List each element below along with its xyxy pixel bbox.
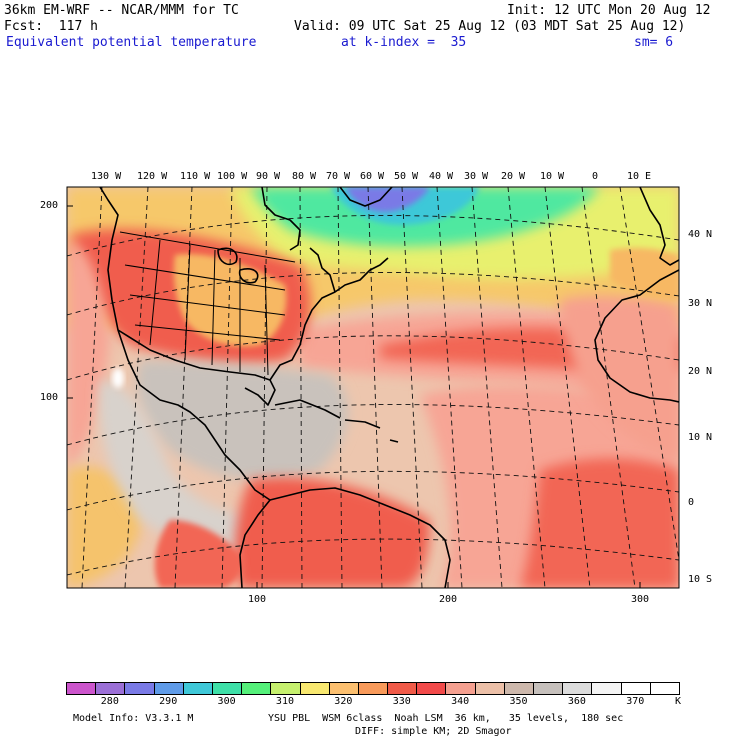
smoothing-value: sm= 6 [634, 35, 674, 50]
colorbar-swatch [474, 682, 504, 695]
grid-x-label: 100 [248, 594, 267, 605]
init-time: Init: 12 UTC Mon 20 Aug 12 [507, 3, 711, 18]
colorbar-swatch [533, 682, 563, 695]
lon-label: 120 W [137, 171, 168, 182]
colorbar-swatch [153, 682, 183, 695]
colorbar-swatch [387, 682, 417, 695]
lon-label: 0 [592, 171, 599, 182]
colorbar-tick-label: 360 [567, 696, 586, 707]
colorbar-swatch [182, 682, 212, 695]
temperature-field [67, 187, 679, 588]
model-info: Model Info: V3.3.1 M [73, 713, 194, 724]
diffusion-info: DIFF: simple KM; 2D Smagor [355, 726, 512, 737]
lon-label: 100 W [217, 171, 248, 182]
valid-time: Valid: 09 UTC Sat 25 Aug 12 (03 MDT Sat … [294, 19, 686, 34]
lat-label: 40 N [688, 229, 713, 240]
forecast-hour: Fcst: 117 h [4, 19, 98, 34]
colorbar-swatch [503, 682, 534, 695]
colorbar-swatch [211, 682, 242, 695]
field-name: Equivalent potential temperature [6, 35, 257, 50]
lat-label: 10 S [688, 574, 713, 585]
lon-label: 10 E [627, 171, 652, 182]
lat-label: 10 N [688, 432, 713, 443]
colorbar-swatch [241, 682, 271, 695]
colorbar-tick-label: 330 [392, 696, 411, 707]
lon-label: 130 W [91, 171, 122, 182]
lon-label: 30 W [464, 171, 489, 182]
lon-label: 20 W [501, 171, 526, 182]
colorbar-swatch [357, 682, 388, 695]
colorbar-swatch [124, 682, 154, 695]
lon-label: 50 W [394, 171, 419, 182]
colorbar-units: K [675, 696, 682, 707]
coastlines [99, 187, 679, 588]
colorbar-swatch [562, 682, 592, 695]
lon-label: 60 W [360, 171, 385, 182]
map-frame [66, 186, 680, 589]
colorbar-swatch [591, 682, 621, 695]
level-index: at k-index = 35 [341, 35, 467, 50]
colorbar-swatch [445, 682, 475, 695]
lat-label: 30 N [688, 298, 713, 309]
colorbar-tick-label: 300 [217, 696, 236, 707]
colorbar-tick-label: 280 [100, 696, 119, 707]
grid-x-label: 300 [631, 594, 650, 605]
grid-y-label: 100 [40, 392, 59, 403]
lon-label: 10 W [540, 171, 565, 182]
lat-label: 0 [688, 497, 695, 508]
colorbar-swatch [270, 682, 300, 695]
model-title: 36km EM-WRF -- NCAR/MMM for TC [4, 3, 239, 18]
colorbar-tick-label: 290 [159, 696, 178, 707]
colorbar-swatch [649, 682, 680, 695]
colorbar-swatch [95, 682, 125, 695]
colorbar-tick-label: 370 [626, 696, 645, 707]
grid-y-label: 200 [40, 200, 59, 211]
frame-ticks [67, 205, 641, 588]
state-borders [119, 231, 296, 376]
colorbar-tick-label: 340 [451, 696, 470, 707]
physics-info: YSU PBL WSM 6class Noah LSM 36 km, 35 le… [268, 713, 624, 724]
colorbar-swatch [620, 682, 650, 695]
colorbar-tick-label: 310 [275, 696, 294, 707]
colorbar-tick-label: 350 [509, 696, 528, 707]
graticule [67, 187, 679, 588]
lat-label: 20 N [688, 366, 713, 377]
grid-x-label: 200 [439, 594, 458, 605]
lon-label: 40 W [429, 171, 454, 182]
colorbar-swatch [416, 682, 446, 695]
colorbar-swatch [328, 682, 358, 695]
lon-label: 80 W [292, 171, 317, 182]
colorbar-swatch [299, 682, 329, 695]
colorbar-swatch [66, 682, 96, 695]
lon-label: 110 W [180, 171, 211, 182]
lon-label: 70 W [326, 171, 351, 182]
colorbar-tick-label: 320 [334, 696, 353, 707]
lon-label: 90 W [256, 171, 281, 182]
